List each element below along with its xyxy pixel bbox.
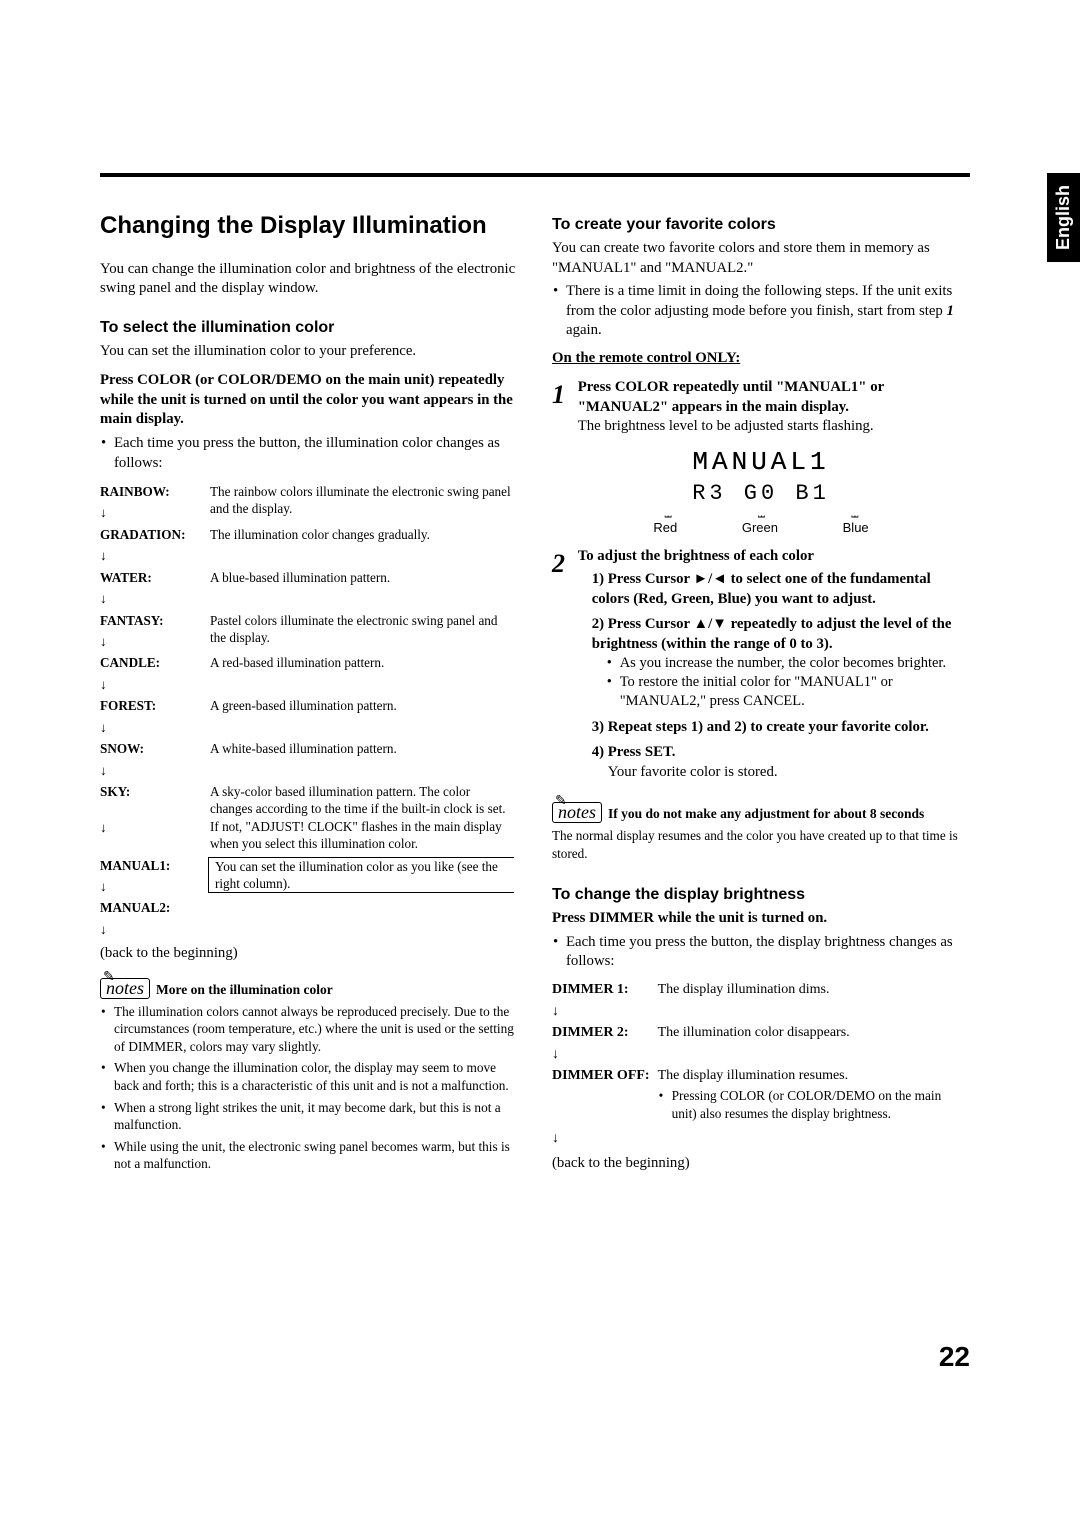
dimmer-each-list: Each time you press the button, the disp… [552, 933, 970, 972]
substep-2: 2) Press Cursor ▲/▼ repeatedly to adjust… [592, 615, 970, 711]
each-press-list: Each time you press the button, the illu… [100, 434, 518, 473]
subheading-favorite: To create your favorite colors [552, 214, 970, 235]
display-line2: R3 G0 B1 [621, 479, 901, 508]
dimmer-each-item: Each time you press the button, the disp… [552, 933, 970, 972]
step-2-title: To adjust the brightness of each color [578, 548, 814, 564]
down-arrow-icon: ↓ [100, 919, 210, 940]
subheading-select-color: To select the illumination color [100, 317, 518, 338]
section-title: Changing the Display Illumination [100, 210, 518, 242]
color-label: MANUAL1: [100, 855, 210, 876]
color-label: SNOW: [100, 738, 210, 759]
blue-label: Blue [843, 519, 869, 536]
page-content: Changing the Display Illumination You ca… [100, 210, 970, 1177]
substep-3: 3) Repeat steps 1) and 2) to create your… [592, 718, 970, 738]
color-desc: A blue-based illumination pattern. [210, 567, 518, 588]
color-desc: Pastel colors illuminate the electronic … [210, 610, 518, 653]
intro-text: You can change the illumination color an… [100, 260, 518, 299]
notes-body-2: The normal display resumes and the color… [552, 827, 970, 862]
dimmer-desc: The display illumination dims. [658, 980, 970, 1000]
color-label: MANUAL2: [100, 897, 210, 918]
notes-icon: notes [552, 802, 602, 823]
color-desc: The illumination color changes gradually… [210, 524, 518, 545]
down-arrow-icon: ↓ [100, 588, 210, 609]
color-label: SKY: [100, 781, 210, 805]
notes-list: The illumination colors cannot always be… [100, 1003, 518, 1173]
left-column: Changing the Display Illumination You ca… [100, 210, 518, 1177]
step-2: 2 To adjust the brightness of each color… [552, 547, 970, 789]
page-number: 22 [939, 1341, 970, 1373]
note-item: While using the unit, the electronic swi… [100, 1138, 518, 1173]
rgb-brackets: ⎵⎵⎵⎵⎵⎵ [621, 506, 901, 519]
favorite-desc: You can create two favorite colors and s… [552, 239, 970, 278]
dimmer-label: DIMMER OFF: [552, 1066, 658, 1086]
color-label: RAINBOW: [100, 481, 210, 502]
color-label: FOREST: [100, 695, 210, 716]
substep-2b: To restore the initial color for "MANUAL… [606, 673, 970, 711]
notes-icon: notes [100, 978, 150, 999]
notes-block: notes More on the illumination color [100, 978, 518, 999]
remote-only-label: On the remote control ONLY: [552, 349, 970, 369]
dimmer-instr: Press DIMMER while the unit is turned on… [552, 909, 970, 929]
color-label: GRADATION: [100, 524, 210, 545]
color-label: CANDLE: [100, 652, 210, 673]
each-press-item: Each time you press the button, the illu… [100, 434, 518, 473]
subheading-brightness: To change the display brightness [552, 884, 970, 905]
color-desc: A white-based illumination pattern. [210, 738, 518, 759]
down-arrow-icon: ↓ [100, 760, 210, 781]
press-color-instr: Press COLOR (or COLOR/DEMO on the main u… [100, 371, 518, 430]
color-desc: The rainbow colors illuminate the electr… [210, 481, 518, 524]
top-rule [100, 173, 970, 177]
green-label: Green [742, 519, 778, 536]
time-limit-list: There is a time limit in doing the follo… [552, 282, 970, 341]
dimmer-desc: The display illumination resumes. [658, 1066, 970, 1086]
substep-list: 1) Press Cursor ►/◄ to select one of the… [578, 570, 970, 782]
note-item: When a strong light strikes the unit, it… [100, 1099, 518, 1134]
language-tab: English [1047, 173, 1080, 262]
substep-4: 4) Press SET. Your favorite color is sto… [592, 743, 970, 782]
color-sequence-table: RAINBOW: The rainbow colors illuminate t… [100, 481, 518, 940]
down-arrow-icon: ↓ [100, 674, 210, 695]
dimmer-table: DIMMER 1: The display illumination dims.… [552, 980, 970, 1150]
color-desc: A red-based illumination pattern. [210, 652, 518, 673]
down-arrow-icon: ↓ [100, 717, 210, 738]
red-label: Red [653, 519, 677, 536]
dimmer-note: Pressing COLOR (or COLOR/DEMO on the mai… [658, 1087, 962, 1122]
down-arrow-icon: ↓ [100, 545, 210, 566]
step-1-instr: Press COLOR repeatedly until "MANUAL1" o… [578, 379, 884, 415]
manual-bracket-note: You can set the illumination color as yo… [208, 857, 514, 894]
dimmer-label: DIMMER 2: [552, 1023, 658, 1043]
down-arrow-icon: ↓ [100, 502, 210, 523]
step-number-icon: 2 [552, 547, 574, 581]
right-column: To create your favorite colors You can c… [552, 210, 970, 1177]
dimmer-label: DIMMER 1: [552, 980, 658, 1000]
notes-title: More on the illumination color [156, 981, 333, 999]
select-color-desc: You can set the illumination color to yo… [100, 342, 518, 362]
note-item: When you change the illumination color, … [100, 1059, 518, 1094]
color-desc: A green-based illumination pattern. [210, 695, 518, 716]
down-arrow-icon: ↓ [100, 805, 210, 855]
back-to-beginning: (back to the beginning) [100, 944, 518, 964]
back-to-beginning-2: (back to the beginning) [552, 1154, 970, 1174]
notes-block-2: notes If you do not make any adjustment … [552, 802, 970, 823]
notes-title-2: If you do not make any adjustment for ab… [608, 805, 924, 823]
note-item: The illumination colors cannot always be… [100, 1003, 518, 1056]
color-label: WATER: [100, 567, 210, 588]
color-label: FANTASY: [100, 610, 210, 631]
substep-1: 1) Press Cursor ►/◄ to select one of the… [592, 570, 970, 609]
substep-2a: As you increase the number, the color be… [606, 654, 970, 673]
color-desc: A sky-color based illumination pattern. … [210, 781, 518, 855]
display-line1: MANUAL1 [621, 445, 901, 479]
step-1-result: The brightness level to be adjusted star… [578, 418, 874, 434]
down-arrow-icon: ↓ [552, 1000, 658, 1022]
step-number-icon: 1 [552, 378, 574, 412]
down-arrow-icon: ↓ [552, 1127, 658, 1149]
rgb-labels: Red Green Blue [621, 519, 901, 536]
step-1: 1 Press COLOR repeatedly until "MANUAL1"… [552, 378, 970, 437]
lcd-display-sim: MANUAL1 R3 G0 B1 [621, 445, 901, 508]
time-limit-item: There is a time limit in doing the follo… [552, 282, 970, 341]
down-arrow-icon: ↓ [552, 1043, 658, 1065]
dimmer-desc: The illumination color disappears. [658, 1023, 970, 1043]
down-arrow-icon: ↓ [100, 876, 210, 897]
down-arrow-icon: ↓ [100, 631, 210, 652]
